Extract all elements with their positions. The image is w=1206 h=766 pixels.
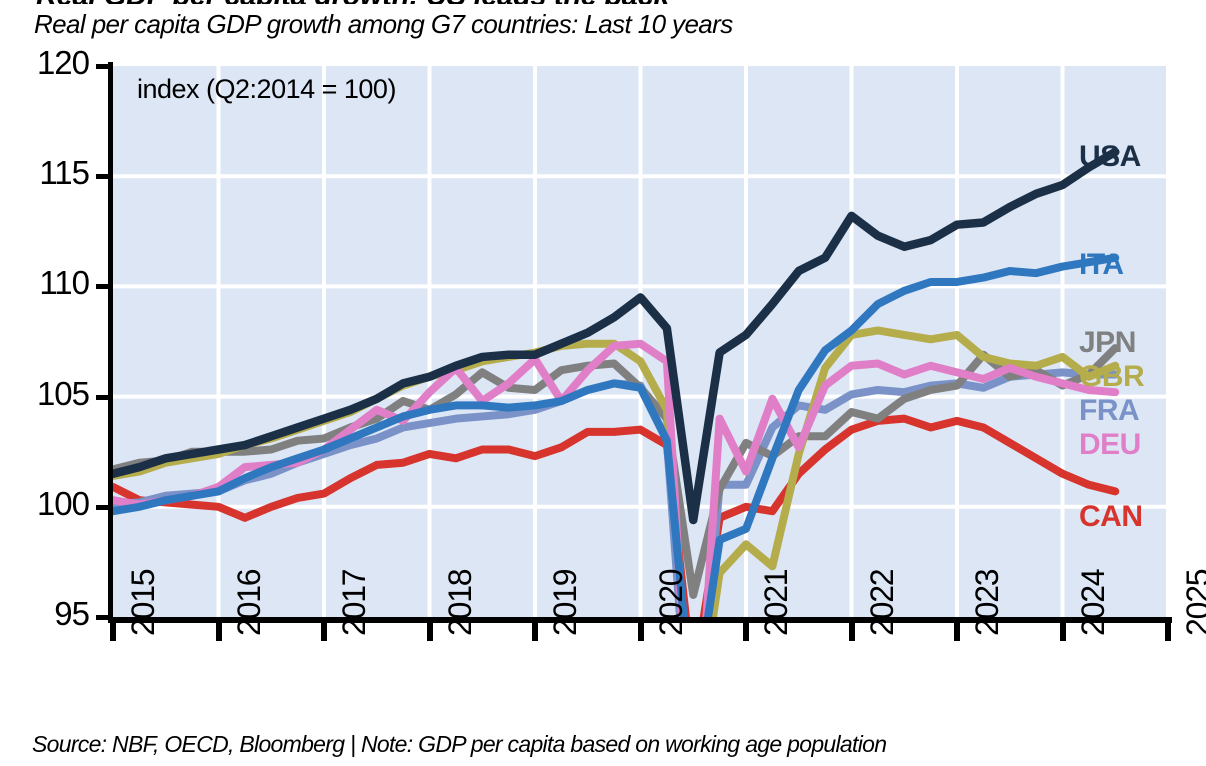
x-axis-tick-label: 2019 — [547, 569, 583, 636]
x-axis-tick-mark — [954, 623, 960, 641]
series-line-usa — [113, 147, 1120, 525]
x-axis-tick-mark — [637, 623, 644, 641]
series-line-ita — [113, 253, 1120, 617]
series-line-jpn — [113, 344, 1120, 599]
x-axis-tick-label: 2021 — [758, 569, 794, 636]
series-label-jpn: JPN — [1079, 326, 1136, 359]
x-axis-tick-mark — [1059, 623, 1066, 641]
series-label-can: CAN — [1079, 500, 1143, 533]
y-axis-tick-mark — [96, 284, 113, 290]
y-axis-tick-label: 115 — [39, 154, 90, 192]
x-axis-tick-label: 2015 — [125, 569, 161, 636]
x-axis-tick-label: 2023 — [969, 569, 1005, 636]
plot-area: index (Q2:2014 = 100) — [113, 66, 1168, 617]
x-axis-tick-label: 2022 — [863, 569, 900, 636]
y-axis-tick-mark — [96, 64, 113, 69]
x-axis-tick-mark — [426, 623, 433, 641]
y-axis-tick-label: 95 — [54, 595, 90, 632]
y-axis-line — [108, 62, 113, 621]
index-annotation: index (Q2:2014 = 100) — [137, 74, 396, 104]
y-axis-tick-mark — [96, 394, 113, 400]
x-axis-tick-mark — [110, 623, 116, 641]
x-axis-tick-mark — [321, 623, 327, 641]
series-lines — [113, 147, 1120, 617]
series-line-can — [113, 414, 1120, 617]
gridlines — [113, 66, 1168, 617]
series-label-fra: FRA — [1079, 394, 1140, 427]
series-label-gbr: GBR — [1079, 360, 1145, 393]
x-axis-tick-mark — [848, 623, 855, 641]
x-axis-tick-label: 2025 — [1180, 569, 1206, 636]
series-label-deu: DEU — [1079, 428, 1141, 461]
source-note: Source: NBF, OECD, Bloomberg | Note: GDP… — [32, 731, 887, 757]
x-axis-tick-label: 2020 — [652, 569, 689, 636]
y-axis-tick-mark — [96, 174, 113, 180]
chart-title: Real GDP per capita growth: US leads the… — [36, 0, 1196, 4]
x-axis-tick-mark — [743, 623, 749, 641]
x-axis-tick-label: 2018 — [441, 569, 478, 636]
chart-subtitle: Real per capita GDP growth among G7 coun… — [34, 9, 733, 39]
y-axis-tick-mark — [96, 615, 113, 620]
chart-canvas — [113, 66, 1168, 617]
series-label-ita: ITA — [1079, 248, 1124, 281]
y-axis-tick-mark — [96, 504, 113, 510]
x-axis-tick-mark — [1165, 623, 1171, 641]
x-axis-tick-label: 2016 — [230, 569, 267, 636]
x-axis-tick-mark — [215, 623, 222, 641]
x-axis-tick-mark — [532, 623, 538, 641]
x-axis-line — [108, 617, 1172, 623]
y-axis-tick-label: 105 — [36, 374, 90, 412]
y-axis-tick-label: 120 — [36, 44, 90, 81]
x-axis-tick-label: 2017 — [336, 569, 372, 636]
x-axis-tick-label: 2024 — [1074, 569, 1111, 636]
y-axis-tick-label: 110 — [39, 264, 90, 302]
y-axis-tick-label: 100 — [36, 484, 90, 522]
series-label-usa: USA — [1079, 140, 1141, 173]
